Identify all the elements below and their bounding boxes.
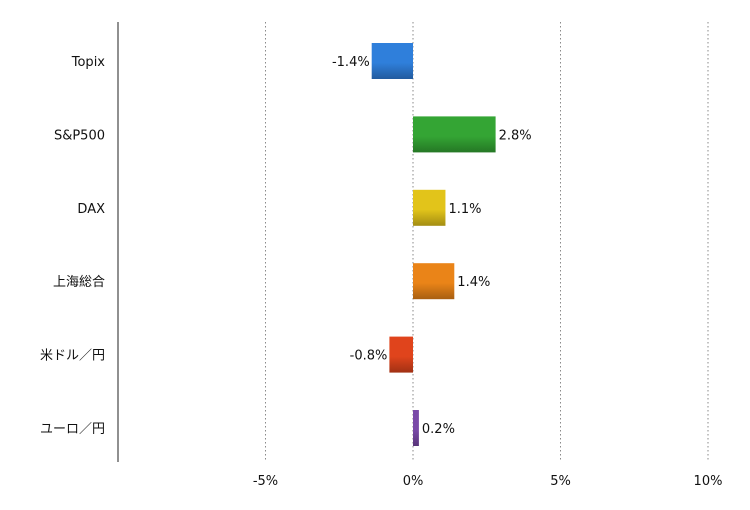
bars	[371, 43, 496, 446]
x-tick-label: -5%	[253, 474, 278, 489]
category-label: Topix	[71, 55, 106, 70]
value-label: 2.8%	[499, 128, 532, 143]
category-label: DAX	[77, 202, 105, 217]
value-label: 1.1%	[448, 202, 481, 217]
gridlines	[265, 22, 709, 462]
x-tick-label: 0%	[403, 474, 424, 489]
category-label: ユーロ／円	[40, 422, 105, 437]
bar	[413, 116, 496, 153]
value-label: 1.4%	[457, 275, 490, 290]
value-label: 0.2%	[422, 422, 455, 437]
category-label: S&P500	[54, 128, 105, 143]
x-tick-label: 5%	[550, 474, 571, 489]
x-tick-label: 10%	[694, 474, 723, 489]
x-tick-labels: -5% 0% 5% 10%	[253, 474, 723, 489]
bar	[413, 263, 455, 300]
category-label: 上海総合	[53, 275, 105, 290]
value-label: -1.4%	[332, 55, 370, 70]
bar	[413, 189, 446, 226]
value-label: -0.8%	[350, 349, 388, 364]
category-label: 米ドル／円	[40, 349, 105, 364]
bar	[371, 43, 413, 79]
bar	[389, 336, 413, 373]
value-labels: -1.4% 2.8% 1.1% 1.4% -0.8% 0.2%	[332, 55, 532, 437]
bar	[413, 410, 419, 446]
